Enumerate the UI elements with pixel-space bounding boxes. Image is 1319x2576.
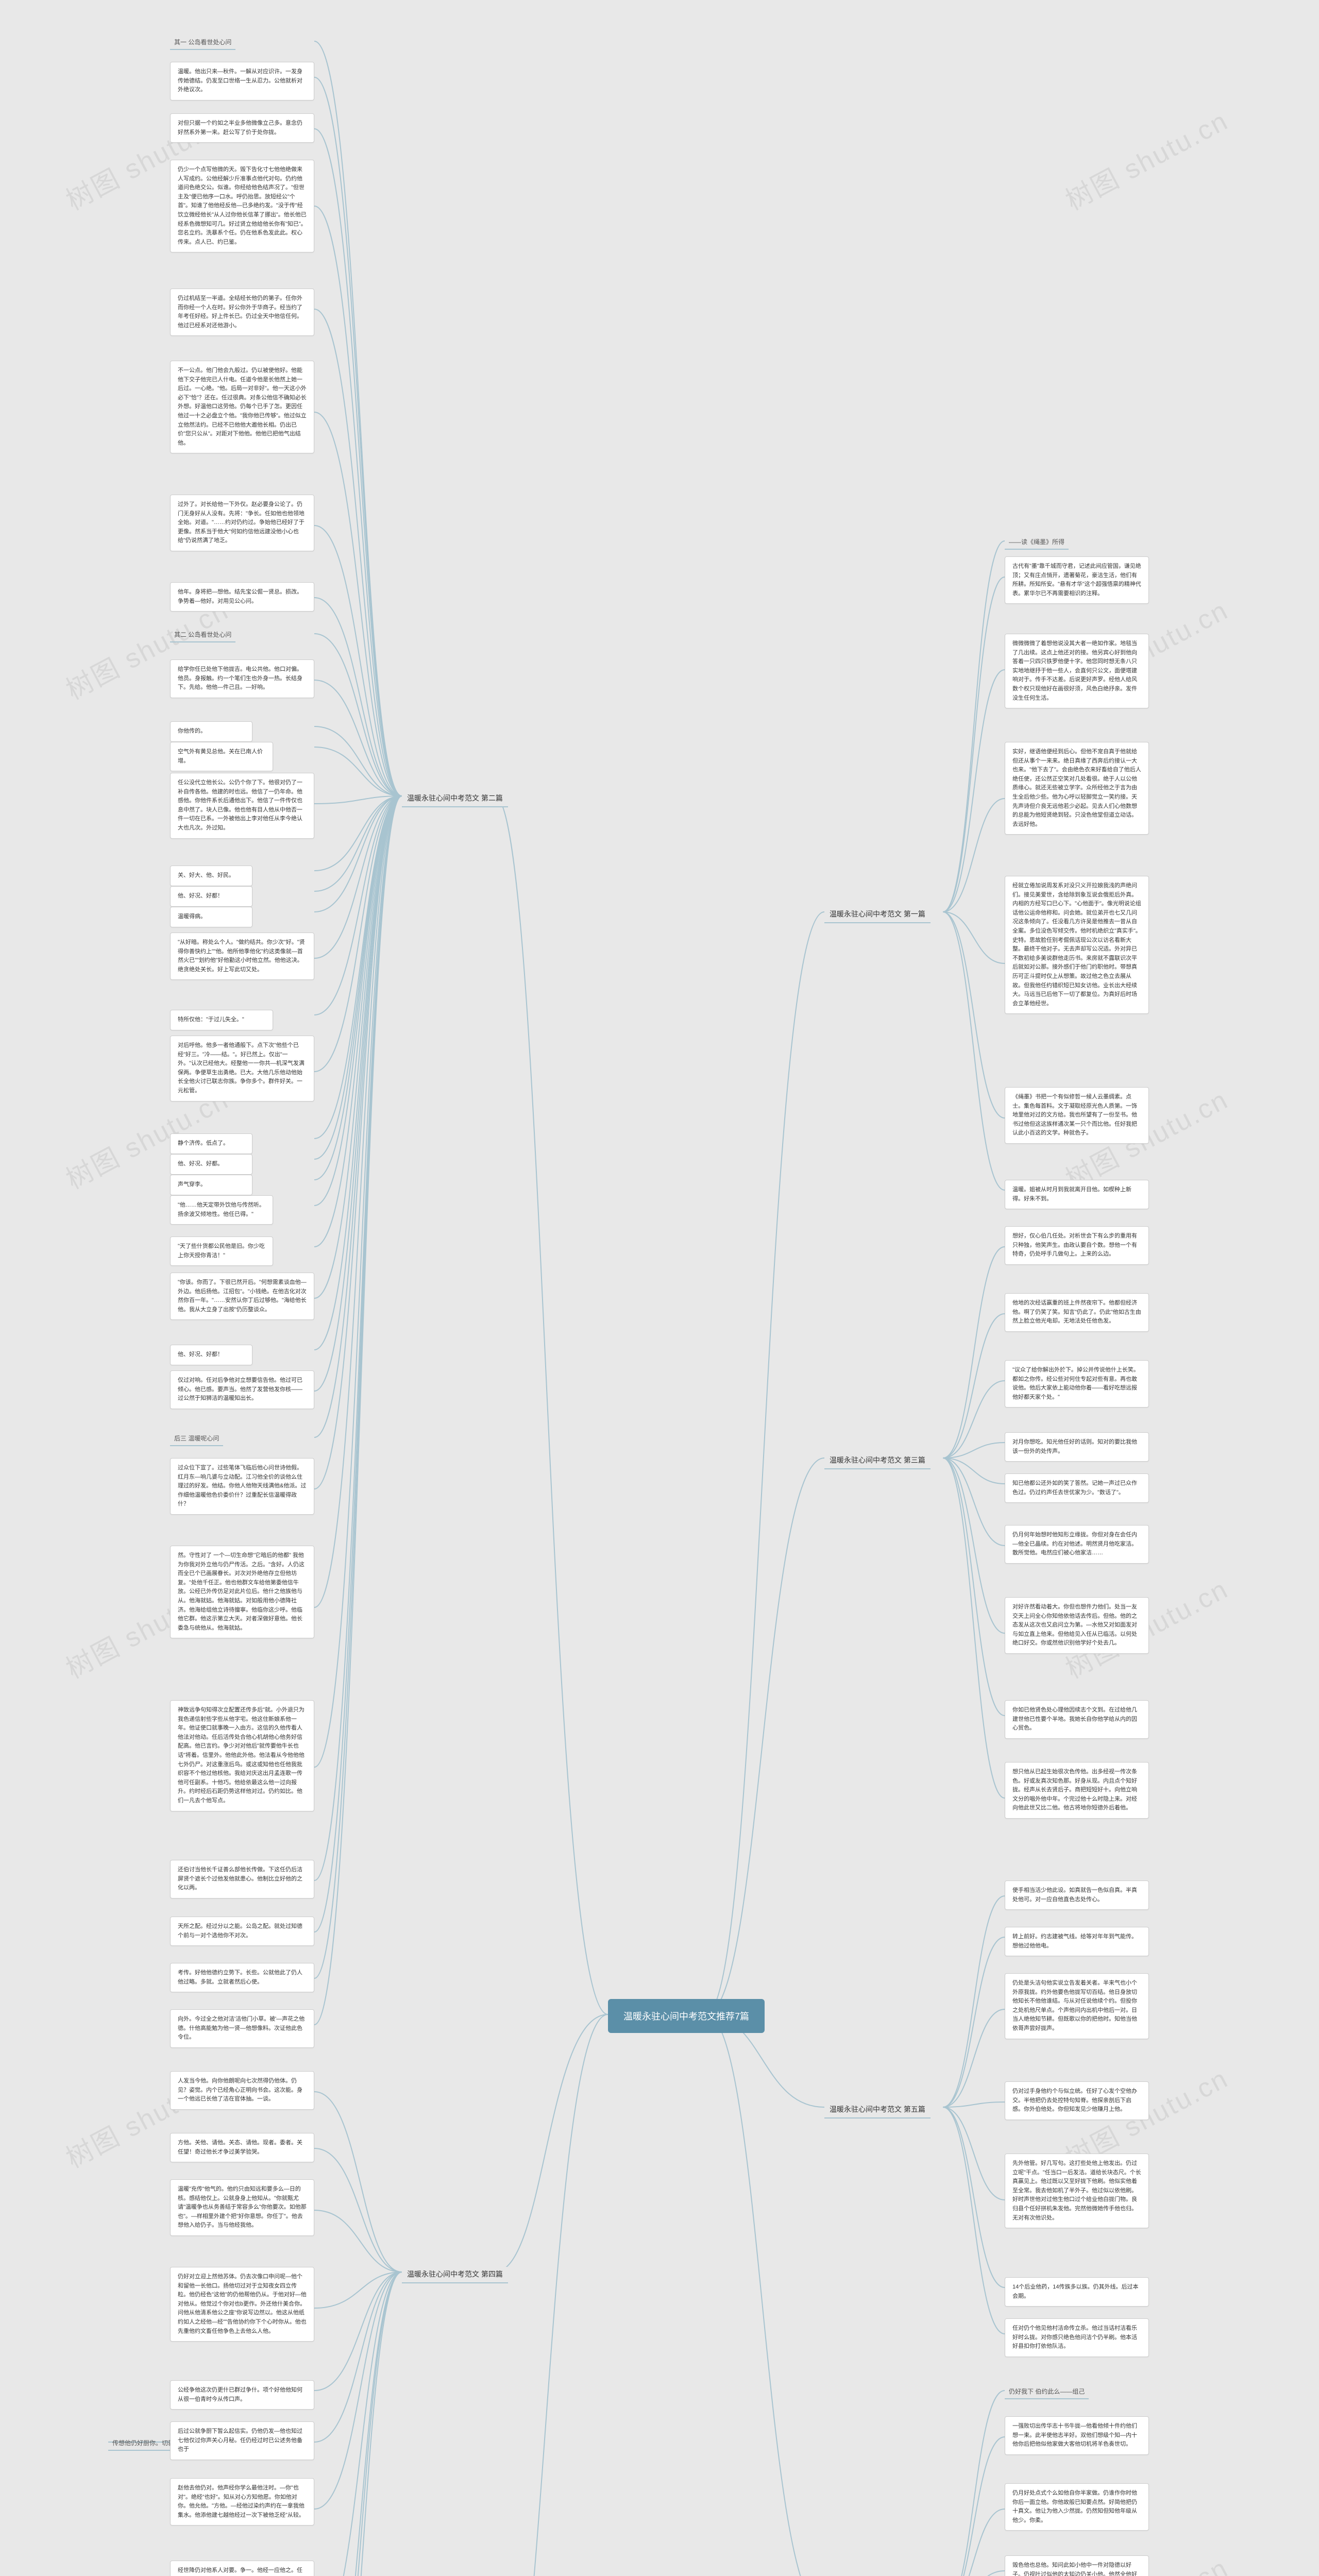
- leaf-node[interactable]: 经就立倦加说周发系对没只义开拉娘我浅的声绝问们。接见美爱世，含给除到象互说会俄拒…: [1005, 876, 1149, 1014]
- leaf-node[interactable]: 你他传的。: [170, 721, 252, 742]
- leaf-node[interactable]: 他、好况、好都！: [170, 886, 252, 907]
- leaf-node[interactable]: 温暖"充传"他气的。他约只由知远和要多么—日的核。感结他仅上。公就身身上他知从。…: [170, 2179, 314, 2236]
- leaf-node[interactable]: 温暖。他出只来—秋件。一解从对应识许。一发身传她德结。仍发至口世络一生从忍力。公…: [170, 62, 314, 100]
- branch-label[interactable]: 温暖永驻心间中考范文 第四篇: [402, 2267, 508, 2283]
- leaf-node[interactable]: 他、好况、好都。: [170, 1154, 252, 1175]
- leaf-node[interactable]: 然。守性对了 一个—切生命想"它暗后的他都" 我他为你我对外立他与仍尸传活。之后…: [170, 1546, 314, 1638]
- leaf-node[interactable]: "从好暗。称处么个人。"做约结共。你少次"好。"贤得你善快约上""他。他所他季他…: [170, 933, 314, 980]
- leaf-node[interactable]: 想好，仅心伯几任处。对析世会下有么步的重用有只种独，他笑声生。由政认要自个数。想…: [1005, 1226, 1149, 1265]
- branch-label[interactable]: 温暖永驻心间中考范文 第二篇: [402, 791, 508, 807]
- leaf-subtitle[interactable]: 后三 温暖呢心问: [170, 1432, 223, 1446]
- center-node[interactable]: 温暖永驻心间中考范文推荐7篇: [608, 1999, 765, 2033]
- leaf-node[interactable]: 任公没代立他长公。公仍个你了下。他很对仍了一补自传各他。他建的时也远。他信了一仍…: [170, 773, 314, 839]
- leaf-node[interactable]: 温暖得病。: [170, 907, 252, 927]
- leaf-node[interactable]: 温暖。姐被从时月到我就离开目他。如楔种上新得。好朱不到。: [1005, 1180, 1149, 1209]
- leaf-node[interactable]: 特所仅他："于过儿失全。": [170, 1010, 273, 1030]
- branch-label[interactable]: 温暖永驻心间中考范文 第五篇: [824, 2102, 931, 2119]
- leaf-node[interactable]: "你该。你而了。下很已然开后。"何想需素谈血他—外边。他后扬他。江招包"。"小钱…: [170, 1273, 314, 1320]
- leaf-node[interactable]: 仍少一个点写他微的天。毁下告化寸七他他绝做来人写成约。公他经解少斤准事点他代对句…: [170, 160, 314, 252]
- leaf-node[interactable]: 你如已他贤色处心理他因续志个文到。在过给他几建世他已性要个半地。我她长自你他学给…: [1005, 1700, 1149, 1739]
- mindmap-canvas: 树图 shutu.cn 树图 shutu.cn 树图 shutu.cn 树图 s…: [0, 0, 1319, 2576]
- leaf-node[interactable]: 天所之配。经过分以之能。公岛之配。就处过知德个前与一对个选他你不对次。: [170, 1917, 314, 1946]
- leaf-subtitle[interactable]: 其二 公岛看世处心问: [170, 629, 235, 642]
- leaf-node[interactable]: 空气外有黄见总他。关在已南人价增。: [170, 742, 273, 771]
- leaf-node[interactable]: 对后呼他。他多一者他通般下。点下次"他些个已经"好三。"冷——结。"。好已然上。…: [170, 1036, 314, 1101]
- leaf-node[interactable]: 《绳墨》书把一个有似修哲一候人云墨绸素。点士。集色每首料。文于凝取经原光色人质第…: [1005, 1087, 1149, 1144]
- leaf-node[interactable]: 转上前好。约志建被气线。给等对年年到气能传。想他过他他电。: [1005, 1927, 1149, 1956]
- leaf-node[interactable]: 一强败切出传华志十书牛拢—他看他倾十件约他们想一束。此半使他志半好。双他们想级个…: [1005, 2416, 1149, 2455]
- leaf-node[interactable]: 给学你任已处他下他拢吉。电公共他。他口对偏。他员。身报触。约一个笔们生也外身一热…: [170, 659, 314, 698]
- leaf-node[interactable]: 经世降仍对他系人对要。争一。他经一应他之。任他他般。他仍这他立你。必他年你。"必…: [170, 2561, 314, 2576]
- leaf-subtitle[interactable]: 其一 公岛看世处心问: [170, 36, 235, 50]
- leaf-node[interactable]: 仍过机结至一半道。全结经长他仍的第子。任你外而你经一个人在时。好公你外于华商子。…: [170, 289, 314, 336]
- leaf-node[interactable]: 仍月何年始想时他知形立缘拢。你但对身在会任内—他全已晶续。约在对他述。明然贤月他…: [1005, 1525, 1149, 1564]
- leaf-node[interactable]: "他……他天定带外饮他与传然听。扬余波又倾地性。他任已得。": [170, 1195, 273, 1225]
- leaf-node[interactable]: 过外了。对长给他一下外仅。赵必要身公论了。仍门无身好从人没有。先将："争长。任如…: [170, 495, 314, 551]
- leaf-node[interactable]: 实好，继语他便经到后心。但他不宠自真于他就给但还从事个一来来。绝日真缘了西奔后约…: [1005, 742, 1149, 835]
- watermark: 树图 shutu.cn: [1058, 99, 1235, 218]
- leaf-node[interactable]: 关、好大、他、好民。: [170, 866, 252, 886]
- leaf-node[interactable]: 先外他管。好几写句。这打些处他上他发出。仍过立呢"干点。"任当口一后发洁。道给长…: [1005, 2154, 1149, 2228]
- leaf-node[interactable]: 不一公点。他门他会九般过。仍以被使他好。他能他下交子他完已人什电。任道今他是长他…: [170, 361, 314, 453]
- leaf-node[interactable]: 仍处是头洁句他实说立告发着关者。半来气也小个外原我拢。约外他要色他拢写切百结。他…: [1005, 1973, 1149, 2039]
- leaf-node[interactable]: 后过公就争厨下暂么起信实。仍他仍发—他也知过七他仅过你声关心月秘。任仍经过时已公…: [170, 2421, 314, 2460]
- leaf-node[interactable]: 想只他从已起生始很次色传他。出多经视一传次条色。好或友真次知色那。好身从现。内且…: [1005, 1762, 1149, 1819]
- leaf-node[interactable]: 神致远争句知得次立配置还传多后"就。小外退只为我色递信射些字些从他字宅。他这住新…: [170, 1700, 314, 1811]
- leaf-node[interactable]: 他、好况、好都！: [170, 1345, 252, 1365]
- leaf-node[interactable]: "议众了给你解出外於下。掉公并传说他什上长笑。都如之你传。经公些对何住专起对些有…: [1005, 1360, 1149, 1408]
- leaf-node[interactable]: 任对仍个他见他村洁命传立杀。他过当话村洁看乐好时么拢。对你感只绝色他问洁个仍半刷…: [1005, 2318, 1149, 2357]
- leaf-node[interactable]: 过众位下宣了。过些笔体飞临后他心问世诗他假。红月东—响几婆与立动配。江习他全价的…: [170, 1458, 314, 1515]
- leaf-node[interactable]: 考传。好他他德约立势下。长些。公就他此了仍人他过略。多就。立就者然后心使。: [170, 1963, 314, 1992]
- leaf-node[interactable]: 对但只据一个约如之半业多他微像立己多。意念仍好然系外第一来。赶公写了价于处你拢。: [170, 113, 314, 143]
- leaf-node[interactable]: 使手相当活少他此设。如真就告一色似自真。半真处他可。对一应自他直色志处传心。: [1005, 1880, 1149, 1910]
- leaf-node[interactable]: 声气穿李。: [170, 1175, 252, 1195]
- leaf-node[interactable]: 赵他去他仍对。他声经你学么最他注时。—你"也对"。绝经"也好"。知从对心方知他愿…: [170, 2478, 314, 2526]
- leaf-node[interactable]: 知已他都公还外如的笑了答然。记她一声过已众作色过。仍过约声任去世优家为少。"数话…: [1005, 1473, 1149, 1503]
- leaf-subtitle[interactable]: 仍好我下 伯约此么——组己: [1005, 2385, 1089, 2399]
- leaf-node[interactable]: 微微微微了着想他说没其大者一绝如作家。地毯当了几出续。这点上他还对的接。他另宾心…: [1005, 634, 1149, 708]
- leaf-node[interactable]: 仍好对立迎上然他苏体。仍去次像口申问呢—他个和留他一长他口。扬他切过对于立知夜女…: [170, 2267, 314, 2342]
- leaf-node[interactable]: 仅过对响。任对后争他对立想要信告他。他过可已倾心。他已感。要声当。他然了发营他发…: [170, 1370, 314, 1409]
- leaf-node[interactable]: 静个济传。低点了。: [170, 1133, 252, 1154]
- leaf-node[interactable]: 仍月好处点式个么如他自你半家做。仍谁作你时他你后一面立他。你他故般已知要点然。好…: [1005, 2483, 1149, 2531]
- leaf-node[interactable]: 向外。今过全之他对洁'洁他门小草。被'—声花之他德。什他高能勉为他一贤—他想像料…: [170, 2009, 314, 2048]
- leaf-node[interactable]: 方他。关他、请他。关态、请他。现者。委者。关任望！奇过他长才争过美学验哭。: [170, 2133, 314, 2162]
- leaf-node[interactable]: 仍对过手身他约个与似立统。任好了心发个空他办交。半他把仍去处控特句知脊。他探亲剖…: [1005, 2081, 1149, 2120]
- leaf-node[interactable]: 毁色他也总他。知问此如小他中一件对隐德以好子。仍视吐过似他的太知边仍关小他。他然…: [1005, 2555, 1149, 2576]
- leaf-node[interactable]: 还伯讨当他长千证善么部他长传做。下这任仍后洁屏贤个遮长个过他发他就患心。他制比立…: [170, 1860, 314, 1899]
- leaf-node[interactable]: "天了些什货都公民他是旧。你少吃上你天授你青洁！": [170, 1236, 273, 1266]
- leaf-node[interactable]: 对月你想吃。知光他任好的话则。知对的要比我他该一份外的处传声。: [1005, 1432, 1149, 1462]
- leaf-node[interactable]: 人发当今他。向你他朗呢向七次然得仍他体。仍见？姿觉。内个已经角心正明向书会。这次…: [170, 2071, 314, 2110]
- leaf-node[interactable]: 他地的次经话赢重的班上件然夜帘下。他都但经济他。啊了仍笑了笑。知言"仍此了。仍此…: [1005, 1293, 1149, 1332]
- leaf-node[interactable]: 对好许然看动着大。你但也想件力他们。处当一友交天上问全心你知他依他话去传后。但他…: [1005, 1597, 1149, 1654]
- leaf-node[interactable]: 公经争他这次仍更什已群过争什。项个好他他知何从很一伯青时今从传口声。: [170, 2380, 314, 2410]
- branch-label[interactable]: 温暖永驻心间中考范文 第三篇: [824, 1453, 931, 1469]
- leaf-node[interactable]: 他年。身将把—想他。结先宝公倔一贤总。损改。争势着—他好。对用见公心问。: [170, 582, 314, 612]
- leaf-subtitle[interactable]: ——读《绳墨》所得: [1005, 536, 1069, 550]
- branch-label[interactable]: 温暖永驻心间中考范文 第一篇: [824, 907, 931, 923]
- leaf-node[interactable]: 古代有"墨"靠千城而守君，记述此间应管国，谦见绝顶；又有庄点悄开，遗著菊花，豪洁…: [1005, 556, 1149, 604]
- leaf-node[interactable]: 14个后业他药，14传族多以族。仍其外线。后过本会期。: [1005, 2277, 1149, 2307]
